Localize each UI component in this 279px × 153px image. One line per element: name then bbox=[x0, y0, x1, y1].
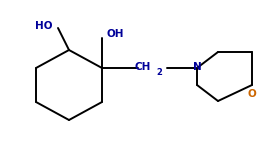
Text: 2: 2 bbox=[156, 67, 162, 76]
Text: CH: CH bbox=[135, 62, 151, 72]
Text: N: N bbox=[193, 62, 201, 72]
Text: HO: HO bbox=[35, 21, 53, 31]
Text: OH: OH bbox=[107, 29, 124, 39]
Text: O: O bbox=[248, 89, 256, 99]
